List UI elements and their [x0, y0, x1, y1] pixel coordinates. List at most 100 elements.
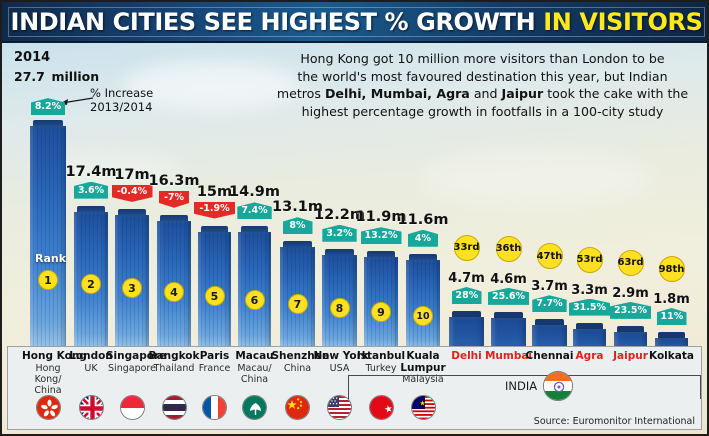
callout-value-number: 27.7 — [14, 69, 45, 84]
bar-roof — [493, 311, 524, 319]
bar-hong-kong — [30, 120, 66, 350]
pct-badge-macau: 7.4% — [237, 202, 272, 220]
callout-value: 27.7 million — [14, 65, 99, 87]
rank-circle-kuala-lumpur: 10 — [413, 306, 433, 326]
bar-body — [406, 259, 440, 350]
page-title-highlight: IN VISITORS — [543, 8, 703, 36]
rank-pill-kolkata: 98th — [658, 256, 685, 282]
bar-mumbai — [491, 311, 526, 350]
city-name: Hong Kong — [22, 350, 87, 362]
bar-agra — [573, 322, 606, 350]
city-label-jaipur: Jaipur — [605, 350, 657, 363]
city-label-istanbul: Istanbul Turkey — [355, 350, 407, 373]
intro-line-3e: took the cake with the — [543, 86, 689, 102]
intro-line-3c: and — [469, 86, 502, 102]
pct-badge-agra: 31.5% — [569, 298, 610, 316]
city-name: Kuala Lumpur — [400, 350, 446, 374]
flag-turkey-icon — [368, 395, 394, 420]
rank-circle-istanbul: 9 — [371, 302, 391, 322]
intro-cities-bold-2: Jaipur — [501, 86, 544, 102]
value-label-agra: 3.3m — [571, 282, 608, 298]
city-name: New York — [313, 350, 369, 362]
pct-badge-bangkok: -7% — [159, 190, 189, 208]
city-label-shenzhen: Shenzhen China — [271, 350, 330, 373]
value-label-singapore: 17m — [114, 166, 150, 183]
rank-circle-hong-kong: 1 — [38, 270, 58, 290]
value-label-delhi: 4.7m — [448, 270, 485, 286]
pct-badge-delhi: 28% — [451, 286, 482, 304]
rank-pill-mumbai: 36th — [495, 235, 522, 262]
flag-hong-kong-icon — [35, 395, 61, 420]
city-country: Thailand — [153, 362, 195, 374]
annotation-line-2: 2013/2014 — [90, 100, 153, 114]
city-label-agra: Agra — [564, 350, 616, 363]
footer-panel: Hong Kong Hong Kong/China London UK Singapor… — [7, 346, 702, 430]
bar-body — [614, 331, 647, 350]
value-label-kolkata: 1.8m — [653, 292, 690, 307]
callout-value-unit: million — [51, 69, 100, 84]
bar-roof — [324, 248, 355, 256]
city-name: Mumbai — [484, 350, 533, 362]
city-label-hong-kong: Hong Kong Hong Kong/China — [22, 350, 87, 396]
india-label: INDIA — [505, 379, 538, 393]
city-label-singapore: Singapore Singapore — [106, 350, 166, 374]
bar-roof — [240, 226, 269, 234]
header-banner: INDIAN CITIES SEE HIGHEST % GROWTH IN VI… — [2, 2, 707, 43]
rank-legend-label: Rank — [35, 252, 67, 265]
city-country: Macau/China — [237, 362, 272, 385]
city-label-london: London UK — [65, 350, 117, 373]
value-label-jaipur: 2.9m — [612, 285, 649, 301]
bar-window-lines — [30, 126, 66, 350]
page-title: INDIAN CITIES SEE HIGHEST % GROWTH IN VI… — [2, 8, 707, 36]
flag-macau-icon — [242, 395, 267, 420]
bar-body — [449, 316, 484, 350]
pct-badge-paris: -1.9% — [194, 201, 235, 219]
rank-circle-macau: 6 — [244, 290, 265, 310]
value-label-chennai: 3.7m — [531, 279, 568, 295]
city-name: Shenzhen — [271, 350, 330, 362]
intro-line-1: Hong Kong got 10 million more visitors t… — [300, 51, 665, 66]
flag-united-kingdom-icon — [78, 395, 104, 420]
rank-pill-agra: 53rd — [576, 246, 603, 273]
callout-year: 2014 — [14, 50, 51, 65]
city-name: Paris — [199, 350, 230, 362]
bar-roof — [159, 214, 189, 222]
pct-badge-london: 3.6% — [73, 181, 109, 199]
flag-thailand-icon — [161, 395, 187, 420]
city-label-macau: Macau Macau/China — [229, 350, 281, 385]
city-country: Singapore — [108, 362, 156, 374]
annotation-percent-increase: % Increase 2013/2014 — [90, 86, 153, 114]
bar-roof — [117, 208, 147, 216]
city-name: Jaipur — [613, 350, 648, 362]
bar-roof — [575, 322, 604, 330]
city-name: Macau — [235, 350, 274, 362]
rank-pill-chennai: 47th — [536, 243, 563, 270]
bar-chennai — [532, 319, 567, 350]
city-country: USA — [329, 362, 350, 374]
pct-badge-kolkata: 11% — [656, 308, 687, 325]
city-label-paris: Paris France — [189, 350, 241, 374]
flag-usa-icon — [327, 395, 352, 420]
city-name: Delhi — [451, 350, 482, 362]
city-name: Bangkok — [148, 350, 200, 362]
bar-istanbul — [364, 251, 398, 350]
flag-france-icon — [202, 395, 227, 420]
pct-badge-shenzhen: 8% — [282, 217, 313, 235]
city-label-new-york: New York USA — [313, 350, 369, 374]
bar-body — [30, 126, 66, 350]
bar-body — [573, 328, 606, 350]
intro-cities-bold-1: Delhi, Mumbai, Agra — [324, 86, 470, 102]
bar-singapore — [115, 208, 149, 350]
bar-roof — [366, 251, 396, 259]
city-label-delhi: Delhi — [441, 350, 493, 363]
value-label-london: 17.4m — [65, 163, 117, 180]
pct-badge-istanbul: 13.2% — [360, 227, 402, 245]
value-label-kuala-lumpur: 11.6m — [397, 211, 449, 228]
india-bracket — [348, 375, 701, 399]
value-label-new-york: 12.2m — [314, 206, 365, 223]
city-country: Hong Kong/China — [34, 362, 62, 396]
city-country: France — [198, 362, 231, 374]
value-label-paris: 15m — [196, 183, 233, 200]
flag-singapore-icon — [119, 395, 145, 420]
city-name: Istanbul — [356, 350, 406, 362]
